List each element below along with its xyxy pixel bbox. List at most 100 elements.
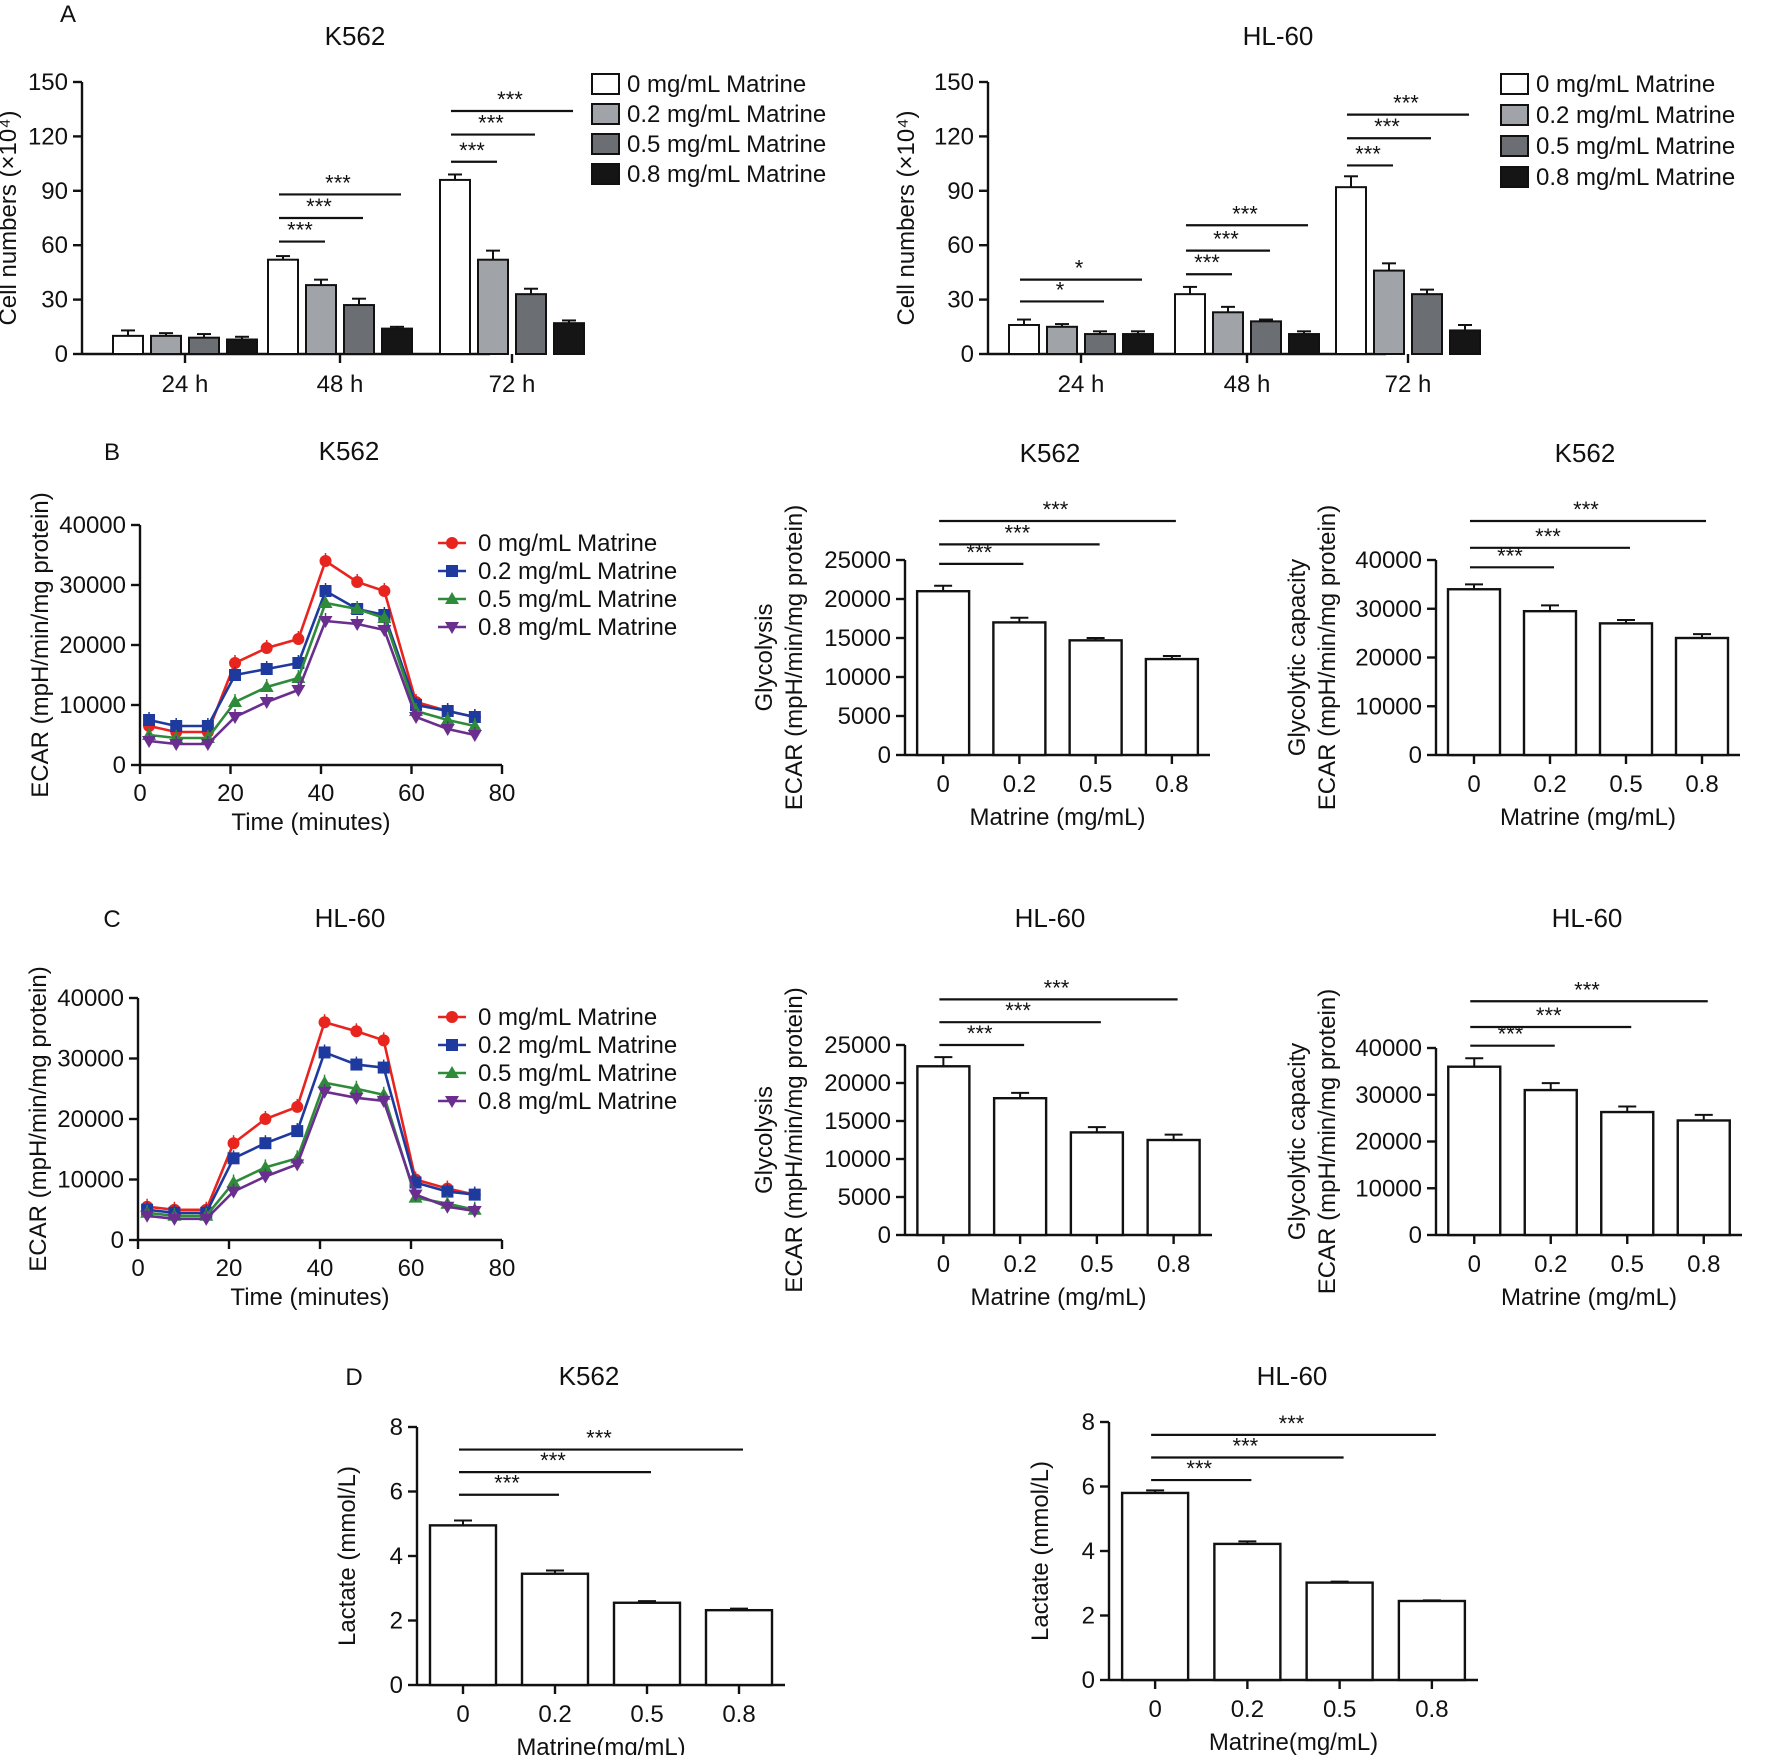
legend-label: 0.2 mg/mL Matrine bbox=[478, 1032, 677, 1059]
x-tick-label: 0 bbox=[937, 1251, 950, 1278]
x-tick-label: 0.2 bbox=[538, 1701, 571, 1728]
series-line bbox=[146, 1081, 475, 1218]
bar bbox=[381, 327, 413, 356]
data-point bbox=[140, 1210, 155, 1223]
y-tick-label: 10000 bbox=[1355, 693, 1422, 720]
x-tick-label: 0.8 bbox=[1687, 1251, 1720, 1278]
legend-label: 0.8 mg/mL Matrine bbox=[1536, 164, 1735, 191]
bar bbox=[188, 336, 220, 355]
y-axis-label: ECAR (mpH/min/mg protein) bbox=[27, 492, 54, 797]
bar bbox=[1674, 636, 1730, 757]
x-tick-label: 0.8 bbox=[1157, 1251, 1190, 1278]
data-point bbox=[318, 616, 333, 628]
y-axis-label: Glycolytic capacity bbox=[1284, 1043, 1311, 1240]
x-tick-label: 0 bbox=[1148, 1696, 1161, 1723]
data-point bbox=[467, 730, 482, 742]
x-tick-label: 40 bbox=[307, 1255, 334, 1282]
significance-label: *** bbox=[306, 194, 332, 219]
x-tick-label: 0.5 bbox=[1609, 771, 1642, 798]
x-tick-label: 0 bbox=[456, 1701, 469, 1728]
significance-label: *** bbox=[1536, 1003, 1562, 1028]
y-tick-label: 30000 bbox=[59, 572, 126, 599]
y-tick-label: 6 bbox=[1082, 1474, 1095, 1501]
legend-swatch bbox=[591, 133, 620, 155]
bar bbox=[520, 1572, 590, 1687]
x-tick-label: 48 h bbox=[1224, 371, 1271, 398]
y-tick-label: 20000 bbox=[824, 586, 891, 613]
x-tick-label: 0.8 bbox=[1155, 771, 1188, 798]
legend-label: 0 mg/mL Matrine bbox=[1536, 71, 1715, 98]
data-point bbox=[260, 642, 273, 654]
data-point bbox=[143, 714, 156, 726]
chart-title: K562 bbox=[325, 21, 386, 51]
data-point bbox=[446, 1011, 458, 1023]
legend-label: 0.8 mg/mL Matrine bbox=[478, 1088, 677, 1115]
bar bbox=[992, 621, 1047, 757]
legend-swatch bbox=[591, 103, 620, 125]
significance-label: *** bbox=[1498, 1022, 1524, 1047]
legend-label: 0 mg/mL Matrine bbox=[478, 530, 657, 557]
y-axis-label: Glycolytic capacity bbox=[1284, 559, 1311, 756]
y-tick-label: 120 bbox=[934, 123, 974, 150]
data-point bbox=[229, 669, 242, 681]
chart-d2: 0 2 4 6 8 0 0.2 0.5 0.8 Matrine(mg/mL) *** *** *** La… bbox=[1027, 1409, 1478, 1755]
data-point bbox=[142, 736, 157, 748]
chart-b3: 0 10000 20000 30000 40000 0 0.2 0.5 0.8 Matrine (… bbox=[1284, 497, 1740, 831]
bar bbox=[1213, 1542, 1282, 1682]
x-tick-label: 24 h bbox=[162, 371, 209, 398]
y-tick-label: 60 bbox=[41, 232, 68, 259]
x-tick-label: 0 bbox=[131, 1255, 144, 1282]
data-point bbox=[291, 1100, 304, 1113]
bar bbox=[992, 1096, 1048, 1237]
data-point bbox=[318, 1016, 331, 1029]
bar bbox=[150, 334, 182, 356]
y-tick-label: 15000 bbox=[824, 625, 891, 652]
x-tick-label: 20 bbox=[216, 1255, 243, 1282]
legend-label: 0.8 mg/mL Matrine bbox=[478, 614, 677, 641]
x-tick-label: 0 bbox=[1467, 771, 1480, 798]
significance-label: *** bbox=[1005, 520, 1031, 545]
bar bbox=[226, 338, 258, 356]
significance-label: *** bbox=[497, 87, 523, 112]
data-point bbox=[227, 1152, 240, 1165]
y-tick-label: 0 bbox=[1409, 742, 1422, 769]
y-tick-label: 0 bbox=[390, 1672, 403, 1699]
data-point bbox=[378, 585, 391, 597]
x-tick-label: 40 bbox=[308, 780, 335, 807]
chart-title: HL-60 bbox=[1243, 21, 1314, 51]
y-tick-label: 2 bbox=[390, 1608, 403, 1635]
y-tick-label: 4 bbox=[1082, 1538, 1095, 1565]
data-point bbox=[349, 1092, 364, 1105]
data-point bbox=[229, 657, 242, 669]
y-axis-label: ECAR (mpH/min/mg protein) bbox=[781, 987, 808, 1292]
y-tick-label: 0 bbox=[961, 341, 974, 368]
bar bbox=[916, 1065, 971, 1237]
data-point bbox=[260, 663, 273, 675]
significance-label: *** bbox=[1043, 497, 1069, 522]
x-tick-label: 0.5 bbox=[1611, 1251, 1644, 1278]
panel-letter: B bbox=[104, 439, 120, 466]
x-tick-label: 0.5 bbox=[1079, 771, 1112, 798]
y-tick-label: 25000 bbox=[824, 547, 891, 574]
data-point bbox=[376, 1095, 391, 1108]
y-tick-label: 20000 bbox=[59, 632, 126, 659]
bar bbox=[704, 1608, 774, 1687]
data-point bbox=[291, 1125, 304, 1138]
legend-label: 0.8 mg/mL Matrine bbox=[627, 161, 826, 188]
data-point bbox=[201, 720, 214, 732]
y-tick-label: 20000 bbox=[57, 1106, 124, 1133]
y-tick-label: 8 bbox=[390, 1414, 403, 1441]
bar bbox=[1250, 320, 1282, 355]
y-tick-label: 60 bbox=[947, 232, 974, 259]
y-tick-label: 20000 bbox=[1355, 645, 1422, 672]
significance-label: *** bbox=[478, 111, 504, 136]
x-tick-label: 0.2 bbox=[1003, 1251, 1036, 1278]
bar bbox=[477, 258, 509, 355]
significance-label: *** bbox=[1355, 141, 1381, 166]
bar bbox=[1084, 333, 1116, 356]
data-point bbox=[319, 585, 332, 597]
chart-title: K562 bbox=[319, 436, 380, 466]
bar bbox=[1598, 622, 1654, 757]
bar bbox=[1523, 1088, 1578, 1237]
